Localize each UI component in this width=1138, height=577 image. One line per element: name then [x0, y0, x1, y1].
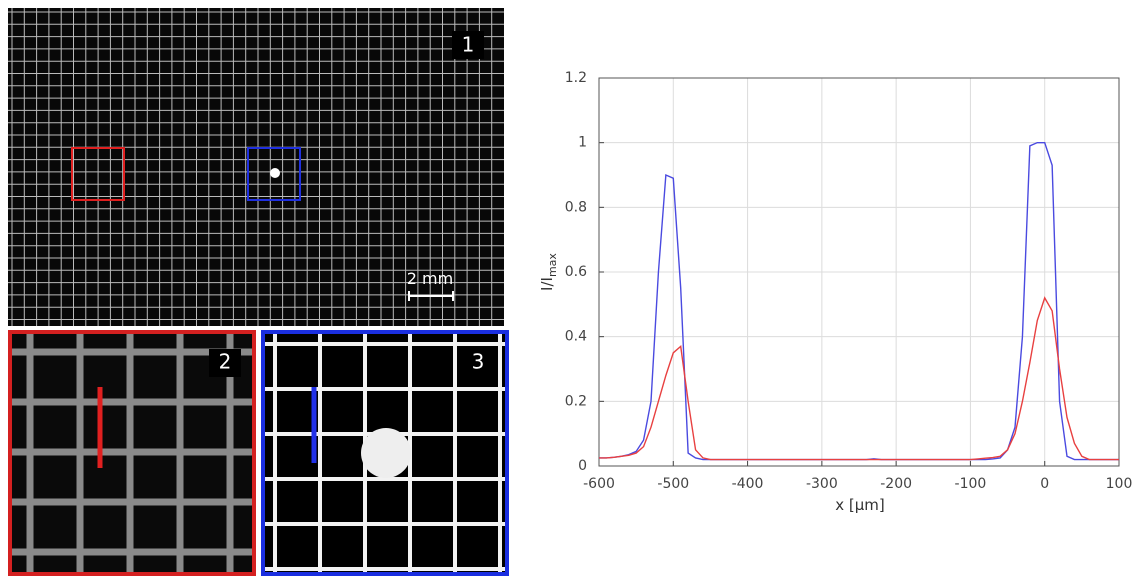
x-tick-label: -200	[880, 476, 912, 492]
y-label-sub: max	[546, 253, 559, 277]
dot	[361, 428, 411, 478]
roi-red	[71, 147, 125, 201]
axes-frame	[598, 77, 1120, 467]
grid-pattern	[8, 8, 504, 326]
scale-bar-label: 2 mm	[407, 269, 453, 288]
x-tick-label: -100	[955, 476, 987, 492]
chart: -600 -500 -400 -300 -200 -100 0 100 0 0.2 0.4 0.6 0.…	[565, 70, 1133, 492]
y-tick-label: 0.6	[565, 264, 587, 280]
y-tick-label: 0.4	[565, 329, 587, 345]
x-axis-label: x [µm]	[835, 496, 885, 514]
label-box	[452, 31, 484, 59]
roi-blue	[247, 147, 301, 201]
frame-blue	[261, 330, 509, 576]
panel-label: 1	[462, 33, 475, 57]
label-box	[462, 349, 494, 377]
y-tick-label: 0.8	[565, 199, 587, 215]
y-label-main: I/I	[538, 277, 556, 291]
panel-label: 3	[472, 350, 485, 374]
x-tick-label: -300	[806, 476, 838, 492]
y-axis-label: I/Imax	[538, 253, 559, 291]
grid-pattern	[10, 332, 254, 574]
x-tick-label: 100	[1106, 476, 1133, 492]
x-tick-label: -400	[732, 476, 764, 492]
frame-red	[8, 330, 256, 576]
x-tick-label: 0	[1040, 476, 1049, 492]
x-tick-label: -500	[657, 476, 689, 492]
y-tick-label: 0	[578, 458, 587, 474]
series-line	[599, 296, 1119, 461]
grid-pattern	[263, 332, 507, 574]
y-tick-label: 1.2	[565, 70, 587, 86]
y-tick-label: 0.2	[565, 393, 587, 409]
y-tick-label: 1	[578, 135, 587, 151]
dot	[270, 168, 280, 178]
panel-label: 2	[219, 350, 232, 374]
x-tick-label: -600	[583, 476, 615, 492]
label-box	[209, 349, 241, 377]
